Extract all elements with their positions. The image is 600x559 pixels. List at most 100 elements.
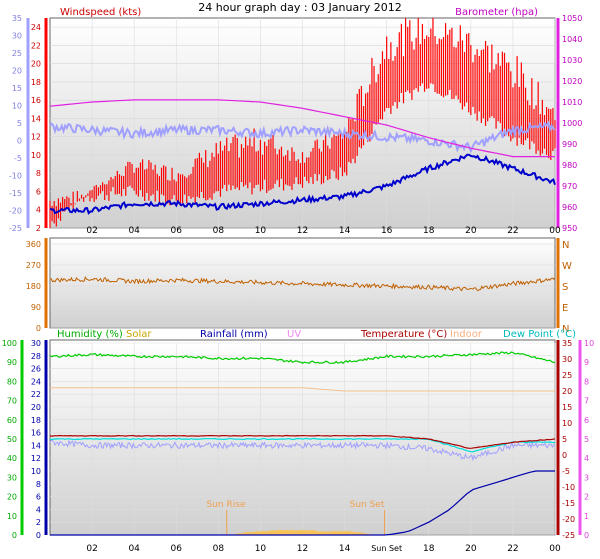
tick-label: 6 [36, 493, 41, 502]
tick-label: 10 [31, 151, 41, 160]
tick-label: 04 [128, 544, 140, 554]
tick-label: 0 [12, 531, 17, 540]
tick-label: 90 [7, 358, 17, 367]
solar-area [228, 529, 377, 535]
blue-series-line [49, 153, 556, 215]
tick-label: 1040 [562, 35, 582, 44]
tick-label: 10 [7, 512, 17, 521]
tick-label: 00 [549, 226, 561, 236]
legend-rainfall: Rainfall (mm) [200, 329, 268, 340]
legend-uv: UV [287, 329, 301, 340]
tick-label: 15 [562, 403, 572, 412]
tick-label: 22 [507, 544, 518, 554]
tick-label: -15 [562, 499, 575, 508]
tick-label: 6 [584, 416, 589, 425]
tick-label: 20 [31, 403, 41, 412]
tick-label: 35 [562, 339, 572, 348]
tick-label: 1050 [562, 14, 582, 23]
tick-label: 16 [381, 226, 393, 236]
tick-label: 26 [31, 365, 41, 374]
tick-label: 4 [36, 505, 41, 514]
legend-indoor: Indoor [450, 329, 483, 340]
tick-label: -20 [9, 207, 22, 216]
tick-label: 02 [86, 544, 97, 554]
tick-label: 20 [465, 226, 477, 236]
tick-label: 8 [36, 480, 41, 489]
tick-label: 22 [507, 226, 518, 236]
tick-label: 12 [31, 454, 41, 463]
tick-label: E [562, 303, 568, 314]
tick-label: 10 [255, 226, 267, 236]
tick-label: 20 [12, 67, 22, 76]
tick-label: Sun Set [371, 544, 402, 553]
tick-label: 6 [36, 187, 41, 196]
tick-label: 270 [26, 261, 41, 270]
tick-label: 12 [31, 133, 41, 142]
tick-label: 100 [2, 339, 17, 348]
tick-label: 180 [26, 282, 41, 291]
tick-label: 20 [562, 387, 572, 396]
annotation-sun-set: Sun Set [350, 500, 385, 510]
tick-label: 0 [36, 324, 41, 333]
tick-label: 0 [584, 531, 589, 540]
tick-label: 30 [7, 473, 17, 482]
tick-label: 40 [7, 454, 17, 463]
tick-label: 00 [549, 544, 561, 554]
temperature-line [49, 434, 556, 449]
tick-label: 20 [465, 544, 477, 554]
tick-label: 960 [562, 203, 577, 212]
tick-label: 18 [31, 416, 41, 425]
tick-label: 50 [7, 435, 17, 444]
light-blue-series-line [49, 120, 556, 154]
tick-label: 4 [584, 454, 589, 463]
tick-label: -20 [562, 515, 575, 524]
tick-label: 25 [562, 371, 572, 380]
tick-label: -10 [562, 483, 575, 492]
tick-label: 02 [86, 226, 97, 236]
tick-label: 06 [171, 544, 183, 554]
tick-label: 1010 [562, 98, 582, 107]
tick-label: 10 [584, 339, 594, 348]
tick-label: 5 [562, 435, 567, 444]
tick-label: 20 [31, 60, 41, 69]
tick-label: 08 [213, 544, 225, 554]
tick-label: 0 [17, 137, 22, 146]
tick-label: 28 [31, 352, 41, 361]
tick-label: 2 [36, 224, 41, 233]
wind-direction-line [49, 276, 556, 292]
indoor-line [50, 387, 555, 392]
tick-label: -5 [562, 467, 570, 476]
tick-label: 1000 [562, 119, 582, 128]
tick-label: 10 [255, 544, 267, 554]
tick-label: 3 [584, 473, 589, 482]
barometer-line [49, 99, 555, 158]
tick-label: 14 [31, 441, 41, 450]
tick-label: 980 [562, 161, 577, 170]
tick-label: 8 [36, 169, 41, 178]
legend-dewpoint: Dew Point (°C) [503, 329, 576, 340]
tick-label: 80 [7, 377, 17, 386]
legend-barometer: Barometer (hpa) [455, 7, 538, 18]
tick-label: N [562, 240, 569, 251]
tick-label: 22 [31, 390, 41, 399]
tick-label: 70 [7, 397, 17, 406]
tick-label: 4 [36, 206, 41, 215]
tick-label: S [562, 282, 568, 293]
tick-label: 24 [31, 23, 41, 32]
tick-label: 22 [31, 41, 41, 50]
tick-label: 5 [17, 119, 22, 128]
tick-label: W [562, 261, 572, 272]
annotation-sun-rise: Sun Rise [207, 500, 246, 510]
tick-label: 970 [562, 182, 577, 191]
tick-label: 16 [31, 429, 41, 438]
tick-label: 360 [26, 240, 41, 249]
rainfall-line [50, 470, 555, 536]
tick-label: 06 [171, 226, 183, 236]
tick-label: 24 [31, 377, 41, 386]
tick-label: -10 [9, 172, 22, 181]
legend-temperature: Temperature (°C) [360, 329, 447, 340]
tick-label: 18 [423, 544, 435, 554]
tick-label: 5 [584, 435, 589, 444]
tick-label: -15 [9, 189, 22, 198]
